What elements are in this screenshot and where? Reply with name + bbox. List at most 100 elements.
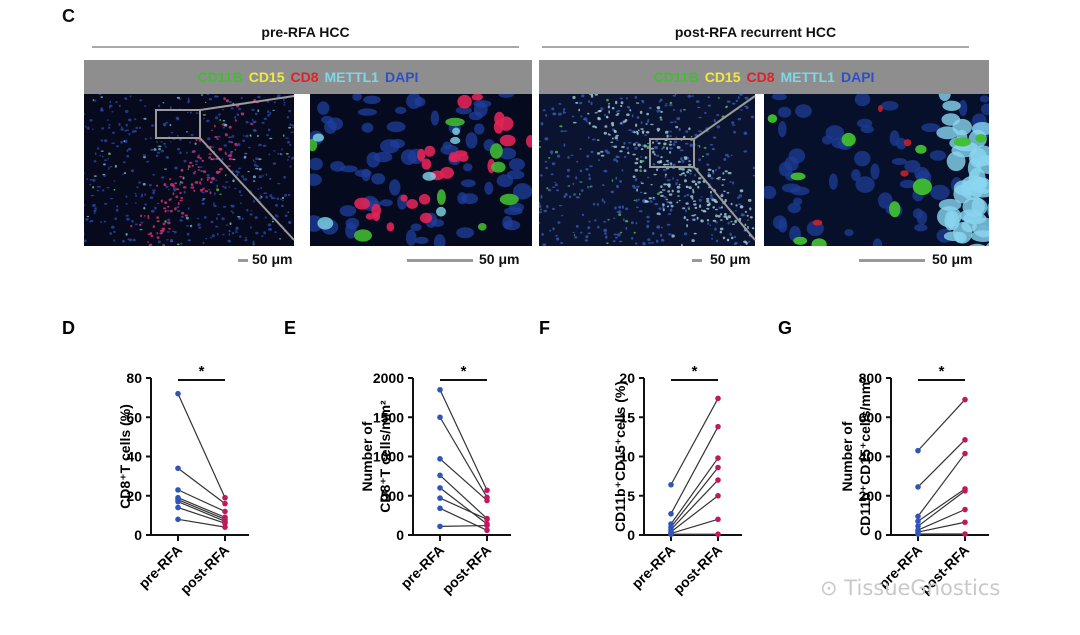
cell-nucleus [287, 193, 291, 197]
cell-nucleus [261, 121, 265, 124]
cell-nucleus [681, 167, 685, 171]
cell-nucleus [265, 173, 268, 176]
cell-nucleus [688, 127, 691, 131]
cell-nucleus [563, 130, 568, 132]
cell-nucleus [616, 156, 621, 158]
pre-rfa-point [437, 456, 443, 462]
cell-nucleus [84, 233, 86, 235]
cell-nucleus [701, 155, 704, 158]
cell-nucleus [586, 154, 590, 158]
cell-nucleus [744, 210, 747, 214]
cell-nucleus [606, 151, 611, 155]
cell-nucleus [634, 168, 639, 172]
pair-line [917, 439, 966, 488]
cell-nucleus [590, 94, 594, 98]
cell-nucleus [525, 135, 532, 148]
cell-nucleus [422, 171, 436, 181]
cell-nucleus [554, 183, 558, 187]
cell-nucleus [743, 131, 748, 135]
cell-nucleus [204, 190, 209, 193]
cell-nucleus [640, 121, 643, 125]
cell-nucleus [499, 116, 514, 131]
y-tick-label: 0 [874, 527, 882, 543]
cell-nucleus [249, 134, 252, 137]
cell-nucleus [228, 140, 232, 144]
cell-nucleus [627, 142, 632, 144]
cell-nucleus [666, 205, 669, 208]
cell-nucleus [496, 174, 514, 188]
cell-nucleus [661, 147, 664, 150]
pre-rfa-point [175, 504, 181, 511]
cell-nucleus [731, 124, 736, 126]
cell-nucleus [671, 234, 675, 238]
cell-nucleus [751, 227, 755, 230]
cell-nucleus [617, 210, 622, 214]
cell-nucleus [197, 223, 201, 227]
cell-nucleus [287, 211, 289, 213]
pre-rfa-point [437, 495, 443, 501]
zoom-connector-post-low [693, 166, 756, 241]
cell-nucleus [679, 149, 684, 152]
cell-nucleus [184, 214, 188, 217]
cell-nucleus [345, 217, 360, 230]
cell-nucleus [203, 216, 207, 219]
cell-nucleus [844, 229, 854, 237]
cell-nucleus [162, 222, 166, 226]
cell-nucleus [247, 170, 250, 173]
cell-nucleus [261, 235, 264, 237]
cell-nucleus [684, 179, 687, 183]
pair-line [917, 508, 966, 531]
cell-nucleus [640, 182, 644, 185]
cell-nucleus [579, 101, 583, 105]
cell-nucleus [557, 154, 561, 158]
cell-nucleus [580, 231, 583, 234]
cell-nucleus [340, 165, 358, 173]
cell-nucleus [539, 204, 542, 208]
cell-nucleus [572, 121, 577, 124]
cell-nucleus [187, 111, 189, 114]
cell-nucleus [124, 129, 127, 132]
cell-nucleus [638, 198, 640, 201]
pre-rfa-point [175, 390, 181, 397]
cell-nucleus [635, 222, 638, 225]
cell-nucleus [603, 221, 607, 223]
cell-nucleus [615, 100, 618, 105]
cell-nucleus [688, 186, 692, 190]
cell-nucleus [610, 141, 614, 144]
cell-nucleus [169, 123, 172, 127]
cell-nucleus [657, 192, 660, 196]
cell-nucleus [636, 158, 639, 161]
cell-nucleus [211, 177, 215, 181]
cell-nucleus [214, 116, 219, 120]
cell-nucleus [183, 190, 186, 194]
cell-nucleus [279, 153, 282, 155]
cell-nucleus [201, 159, 205, 162]
cell-nucleus [646, 142, 650, 145]
cell-nucleus [604, 125, 608, 128]
post-rfa-point [715, 516, 721, 523]
cell-nucleus [625, 207, 629, 211]
cell-nucleus [556, 237, 560, 241]
cell-nucleus [946, 151, 966, 172]
cell-nucleus [111, 142, 113, 145]
cell-nucleus [585, 235, 589, 239]
cell-nucleus [156, 232, 158, 235]
y-axis-label: CD11b⁺CD15⁺cells (%) [612, 381, 628, 532]
cell-nucleus [726, 100, 731, 103]
cell-nucleus [234, 148, 237, 151]
cell-nucleus [242, 139, 246, 142]
cell-nucleus [878, 105, 883, 113]
cell-nucleus [168, 227, 171, 230]
cell-nucleus [669, 101, 673, 105]
cell-nucleus [635, 198, 638, 203]
pre-rfa-point [915, 531, 921, 537]
cell-nucleus [696, 216, 699, 220]
stain-cd15: CD15 [704, 69, 741, 85]
cell-nucleus [170, 131, 174, 134]
cell-nucleus [224, 186, 227, 189]
cell-nucleus [615, 111, 618, 113]
cell-nucleus [734, 210, 737, 212]
cell-nucleus [113, 180, 116, 182]
cell-nucleus [281, 199, 284, 202]
cell-nucleus [606, 242, 609, 244]
